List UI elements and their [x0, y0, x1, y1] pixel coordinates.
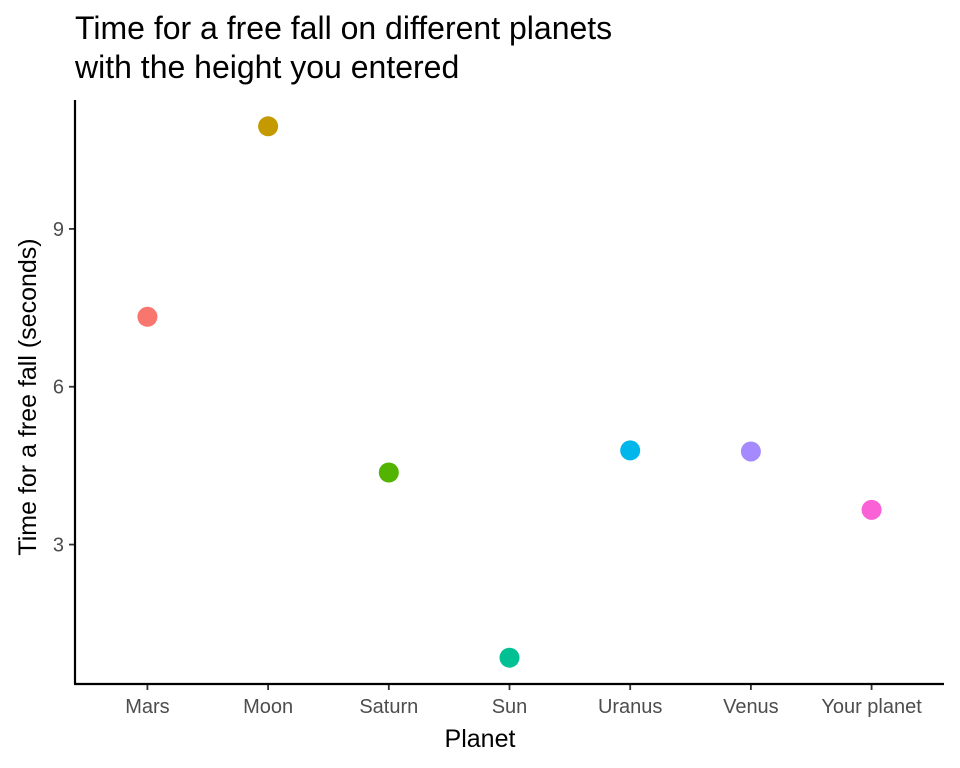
data-point: [499, 647, 520, 668]
chart-title-line-2: with the height you entered: [74, 49, 459, 85]
y-axis-ticks: 3 6 9: [53, 219, 75, 557]
x-tick-label: Mars: [125, 696, 169, 718]
data-point: [137, 306, 158, 327]
data-point: [258, 116, 279, 137]
x-tick-label: Moon: [243, 696, 293, 718]
data-point: [620, 440, 641, 461]
chart-title-line-1: Time for a free fall on different planet…: [75, 10, 612, 46]
data-points: [137, 116, 882, 668]
y-tick-label: 6: [53, 377, 64, 399]
data-point: [861, 499, 882, 520]
chart-title: Time for a free fall on different planet…: [74, 10, 612, 85]
x-axis-title: Planet: [445, 725, 516, 753]
data-point: [740, 441, 761, 462]
x-tick-label: Uranus: [598, 696, 662, 718]
x-tick-label: Your planet: [821, 696, 922, 718]
x-tick-label: Saturn: [359, 696, 418, 718]
data-point: [378, 462, 399, 483]
x-tick-label: Sun: [492, 696, 528, 718]
x-axis-ticks: Mars Moon Saturn Sun Uranus Venus Your planet: [125, 684, 922, 718]
y-axis-title: Time for a free fall (seconds): [14, 238, 42, 555]
x-tick-label: Venus: [723, 696, 779, 718]
y-tick-label: 3: [53, 535, 64, 557]
y-tick-label: 9: [53, 219, 64, 241]
